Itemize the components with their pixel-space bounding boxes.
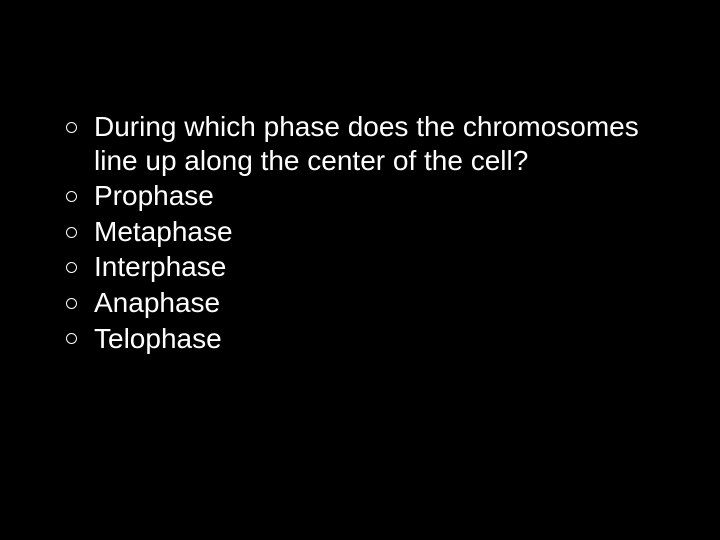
- list-item: During which phase does the chromosomes …: [60, 110, 660, 177]
- list-item: Interphase: [60, 250, 660, 284]
- list-item: Prophase: [60, 179, 660, 213]
- slide: During which phase does the chromosomes …: [0, 0, 720, 540]
- bullet-list: During which phase does the chromosomes …: [60, 110, 660, 355]
- list-item: Metaphase: [60, 215, 660, 249]
- list-item: Telophase: [60, 322, 660, 356]
- list-item: Anaphase: [60, 286, 660, 320]
